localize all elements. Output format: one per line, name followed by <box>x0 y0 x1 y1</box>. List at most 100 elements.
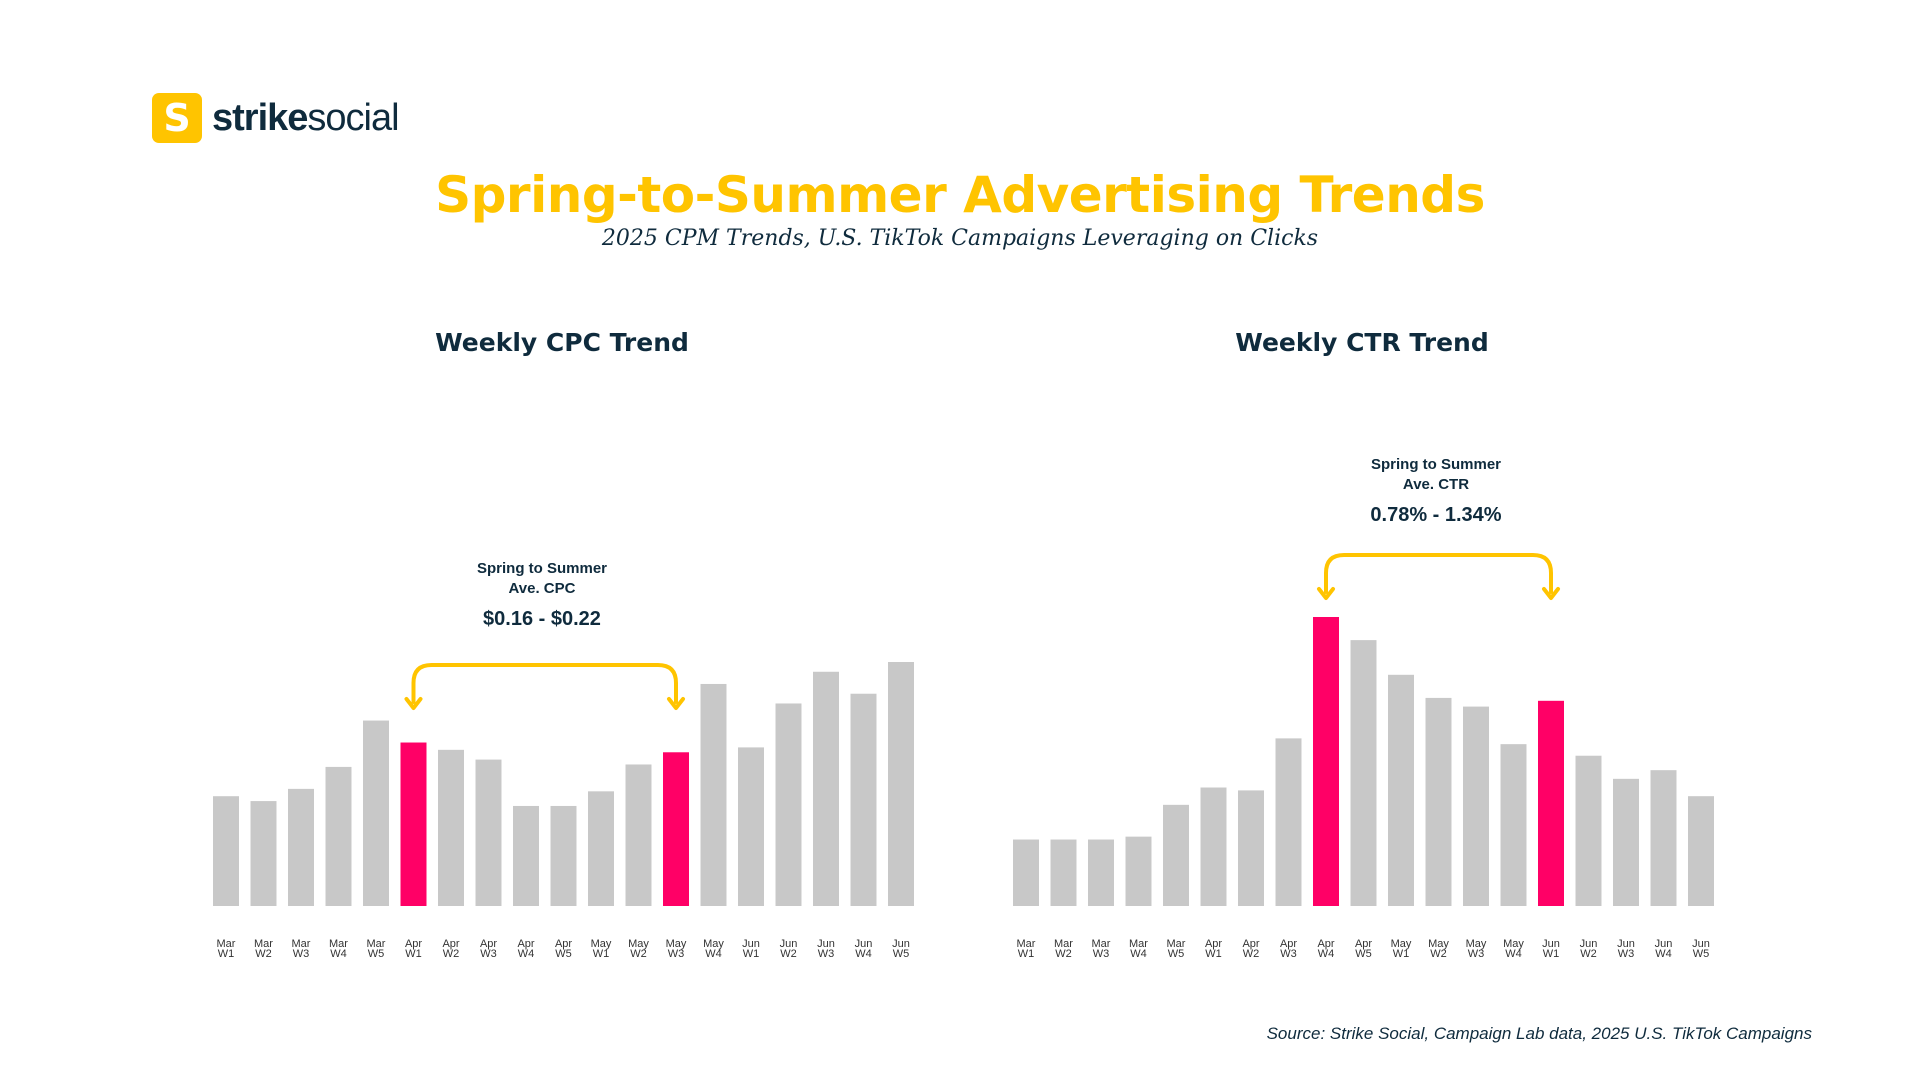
cpc-bar <box>550 805 577 906</box>
page-subtitle: 2025 CPM Trends, U.S. TikTok Campaigns L… <box>601 226 1319 251</box>
ctr-bar <box>1088 839 1114 906</box>
ctr-annotation-line1: Spring to Summer <box>1370 456 1502 473</box>
ctr-x-tick-label: Jun W5 <box>1692 938 1710 960</box>
cpc-x-tick-label: May W2 <box>628 938 649 960</box>
cpc-x-tick-label: Jun W4 <box>855 938 873 960</box>
ctr-x-tick-label: Jun W2 <box>1580 938 1598 960</box>
cpc-x-tick-label: May W1 <box>591 938 612 960</box>
ctr-bar <box>1238 790 1264 906</box>
cpc-bar <box>438 749 464 906</box>
ctr-x-tick-label: Mar W4 <box>1129 938 1148 960</box>
cpc-annotation-range: $0.16 - $0.22 <box>483 608 601 630</box>
source-note: Source: Strike Social, Campaign Lab data… <box>1266 1024 1812 1043</box>
ctr-bar <box>1425 697 1452 906</box>
cpc-x-tick-label: Mar W2 <box>254 938 273 960</box>
page-title: Spring-to-Summer Advertising Trends <box>435 166 1485 224</box>
cpc-x-tick-label: Mar W3 <box>292 938 311 960</box>
cpc-x-tick-label: Apr W5 <box>555 938 572 960</box>
cpc-x-tick-label: Jun W1 <box>742 938 760 960</box>
ctr-bar <box>1125 836 1152 906</box>
cpc-x-tick-label: Jun W5 <box>892 938 910 960</box>
cpc-bar <box>513 805 539 906</box>
cpc-arrow-down-icon <box>404 697 423 710</box>
ctr-x-tick-label: Apr W2 <box>1242 938 1259 960</box>
ctr-bar <box>1313 617 1339 906</box>
cpc-x-tick-label: Mar W5 <box>367 938 386 960</box>
logo-s-icon: S <box>152 93 202 143</box>
cpc-bar <box>325 766 352 906</box>
cpc-bar <box>775 703 802 906</box>
ctr-bar <box>1050 839 1077 906</box>
ctr-bar <box>1200 787 1227 906</box>
cpc-bar <box>588 791 614 906</box>
cpc-bar <box>250 801 277 906</box>
cpc-arrow-down-icon <box>667 697 685 710</box>
ctr-x-tick-label: May W4 <box>1503 938 1524 960</box>
ctr-x-tick-label: May W1 <box>1391 938 1412 960</box>
ctr-bar <box>1388 674 1414 906</box>
ctr-x-tick-label: May W3 <box>1466 938 1487 960</box>
ctr-bar <box>1013 839 1039 906</box>
ctr-bar <box>1500 744 1527 906</box>
cpc-x-tick-label: Jun W3 <box>817 938 835 960</box>
logo-text-regular: social <box>307 96 399 139</box>
ctr-annotation-range: 0.78% - 1.34% <box>1370 504 1502 526</box>
ctr-annotation: Spring to Summer Ave. CTR 0.78% - 1.34% <box>1370 455 1501 527</box>
ctr-x-tick-label: Apr W3 <box>1280 938 1297 960</box>
logo-text-bold: strike <box>212 96 308 139</box>
cpc-bar <box>363 720 389 906</box>
cpc-annotation: Spring to Summer Ave. CPC $0.16 - $0.22 <box>477 559 607 631</box>
cpc-annotation-line2: Ave. CPC <box>508 580 576 597</box>
ctr-arrow-down-icon <box>1317 587 1335 600</box>
ctr-bar <box>1350 640 1377 906</box>
ctr-x-tick-label: May W2 <box>1428 938 1449 960</box>
cpc-x-tick-label: Mar W4 <box>329 938 348 960</box>
ctr-x-tick-label: Jun W3 <box>1617 938 1635 960</box>
ctr-x-tick-label: Mar W1 <box>1017 938 1036 960</box>
ctr-x-tick-label: Mar W5 <box>1167 938 1186 960</box>
cpc-bar <box>888 662 914 906</box>
cpc-bar <box>288 788 314 906</box>
cpc-bar <box>738 747 764 906</box>
ctr-bracket <box>1324 553 1553 594</box>
cpc-bracket <box>411 663 678 704</box>
cpc-x-tick-label: Apr W4 <box>517 938 534 960</box>
ctr-x-tick-label: Mar W3 <box>1092 938 1111 960</box>
cpc-x-tick-label: Apr W2 <box>442 938 459 960</box>
ctr-bar <box>1275 738 1302 906</box>
cpc-bar <box>400 742 427 906</box>
cpc-bar <box>813 671 839 906</box>
ctr-arrow-down-icon <box>1542 587 1560 600</box>
cpc-bar <box>850 693 877 906</box>
ctr-bar <box>1613 778 1639 906</box>
cpc-bar <box>625 764 652 906</box>
ctr-bar <box>1163 804 1189 906</box>
ctr-x-tick-label: Jun W4 <box>1655 938 1673 960</box>
ctr-bar <box>1650 770 1677 906</box>
cpc-bar <box>475 759 502 906</box>
ctr-x-tick-label: Jun W1 <box>1542 938 1560 960</box>
cpc-x-tick-label: Apr W1 <box>405 938 422 960</box>
ctr-x-tick-label: Apr W5 <box>1355 938 1372 960</box>
ctr-bar <box>1538 700 1564 906</box>
ctr-bar <box>1463 706 1489 906</box>
ctr-annotation-line2: Ave. CTR <box>1402 476 1470 493</box>
cpc-bar <box>700 683 727 906</box>
cpc-bar <box>663 752 689 906</box>
cpc-x-tick-label: Jun W2 <box>780 938 798 960</box>
ctr-x-tick-label: Mar W2 <box>1054 938 1073 960</box>
cpc-x-tick-label: May W4 <box>703 938 724 960</box>
strike-social-logo: S strikesocial <box>152 93 400 143</box>
ctr-bar <box>1575 755 1602 906</box>
cpc-bar <box>213 796 239 906</box>
cpc-chart-title: Weekly CPC Trend <box>435 328 689 357</box>
cpc-x-tick-label: May W3 <box>666 938 687 960</box>
cpc-x-tick-label: Apr W3 <box>480 938 497 960</box>
cpc-x-tick-label: Mar W1 <box>217 938 236 960</box>
ctr-chart-title: Weekly CTR Trend <box>1235 328 1489 357</box>
ctr-x-tick-label: Apr W4 <box>1317 938 1334 960</box>
logo-wordmark: strikesocial <box>212 96 400 140</box>
cpc-annotation-line1: Spring to Summer <box>476 560 608 577</box>
ctr-bar <box>1688 796 1714 906</box>
